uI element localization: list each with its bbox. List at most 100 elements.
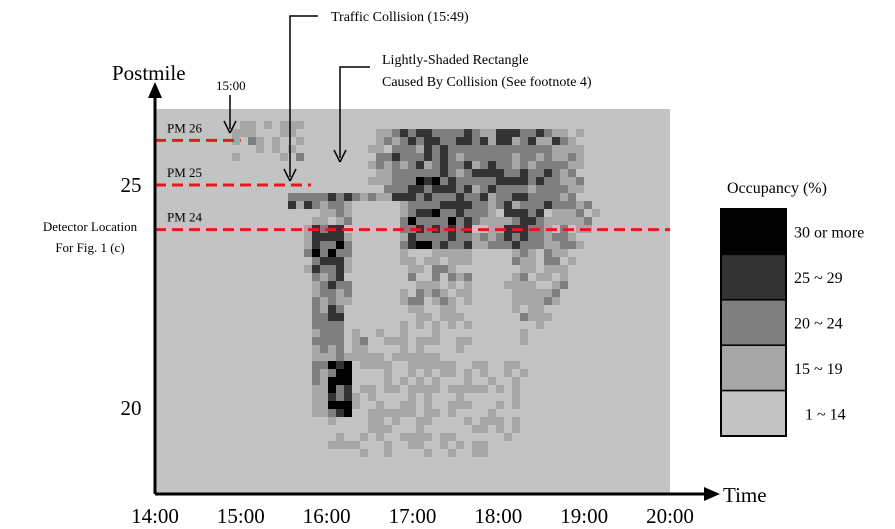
occupancy-cell <box>344 361 352 369</box>
occupancy-cell <box>312 249 320 257</box>
occupancy-cell <box>576 241 584 249</box>
occupancy-cell <box>344 353 352 361</box>
occupancy-cell <box>424 401 432 409</box>
occupancy-cell <box>320 361 328 369</box>
rectangle-annotation-line-2: Caused By Collision (See footnote 4) <box>382 75 592 90</box>
occupancy-cell <box>440 249 448 257</box>
occupancy-cell <box>312 273 320 281</box>
x-tick-label: 17:00 <box>389 504 437 528</box>
occupancy-cell <box>520 169 528 177</box>
occupancy-cell <box>248 121 256 129</box>
occupancy-cell <box>344 401 352 409</box>
occupancy-cell <box>504 281 512 289</box>
occupancy-cell <box>440 265 448 273</box>
occupancy-cell <box>376 401 384 409</box>
occupancy-cell <box>320 305 328 313</box>
occupancy-cell <box>544 265 552 273</box>
occupancy-cell <box>536 209 544 217</box>
occupancy-cell <box>304 233 312 241</box>
occupancy-cell <box>384 177 392 185</box>
occupancy-cell <box>416 353 424 361</box>
occupancy-cell <box>544 313 552 321</box>
occupancy-cell <box>416 337 424 345</box>
occupancy-cell <box>464 177 472 185</box>
occupancy-cell <box>448 313 456 321</box>
occupancy-cell <box>552 209 560 217</box>
occupancy-cell <box>488 129 496 137</box>
occupancy-cell <box>440 153 448 161</box>
occupancy-cell <box>424 129 432 137</box>
occupancy-cell <box>440 209 448 217</box>
occupancy-cell <box>456 161 464 169</box>
occupancy-cell <box>552 289 560 297</box>
occupancy-cell <box>512 145 520 153</box>
occupancy-cell <box>480 145 488 153</box>
occupancy-cell <box>448 257 456 265</box>
occupancy-cell <box>296 137 304 145</box>
occupancy-cell <box>464 337 472 345</box>
occupancy-cell <box>448 305 456 313</box>
occupancy-cell <box>568 257 576 265</box>
occupancy-cell <box>336 249 344 257</box>
occupancy-cell <box>400 257 408 265</box>
occupancy-cell <box>416 313 424 321</box>
occupancy-cell <box>424 361 432 369</box>
occupancy-cell <box>520 273 528 281</box>
occupancy-cell <box>544 217 552 225</box>
occupancy-cell <box>504 161 512 169</box>
occupancy-cell <box>536 289 544 297</box>
occupancy-cell <box>568 169 576 177</box>
occupancy-cell <box>560 153 568 161</box>
occupancy-cell <box>288 193 296 201</box>
occupancy-cell <box>552 281 560 289</box>
occupancy-cell <box>488 225 496 233</box>
occupancy-cell <box>520 257 528 265</box>
occupancy-cell <box>344 289 352 297</box>
occupancy-cell <box>488 145 496 153</box>
occupancy-cell <box>464 217 472 225</box>
occupancy-cell <box>424 233 432 241</box>
occupancy-cell <box>528 241 536 249</box>
occupancy-cell <box>448 185 456 193</box>
occupancy-cell <box>520 201 528 209</box>
occupancy-cell <box>520 241 528 249</box>
occupancy-cell <box>520 281 528 289</box>
occupancy-cell <box>320 393 328 401</box>
occupancy-cell <box>496 233 504 241</box>
occupancy-cell <box>464 401 472 409</box>
occupancy-cell <box>496 145 504 153</box>
occupancy-cell <box>512 305 520 313</box>
occupancy-cell <box>456 145 464 153</box>
occupancy-cell <box>440 241 448 249</box>
occupancy-cell <box>400 345 408 353</box>
occupancy-cell <box>456 401 464 409</box>
occupancy-cell <box>520 225 528 233</box>
occupancy-cell <box>392 185 400 193</box>
occupancy-cell <box>552 169 560 177</box>
occupancy-cell <box>512 297 520 305</box>
occupancy-cell <box>320 281 328 289</box>
occupancy-cell <box>528 201 536 209</box>
occupancy-cell <box>400 169 408 177</box>
occupancy-cell <box>544 185 552 193</box>
occupancy-cell <box>384 129 392 137</box>
occupancy-cell <box>536 273 544 281</box>
occupancy-cell <box>520 177 528 185</box>
occupancy-cell <box>472 441 480 449</box>
occupancy-cell <box>432 385 440 393</box>
occupancy-cell <box>424 393 432 401</box>
occupancy-cell <box>272 137 280 145</box>
occupancy-cell <box>328 345 336 353</box>
occupancy-cell <box>432 289 440 297</box>
occupancy-cell <box>576 177 584 185</box>
occupancy-cell <box>512 153 520 161</box>
occupancy-cell <box>424 281 432 289</box>
occupancy-cell <box>400 201 408 209</box>
occupancy-cell <box>520 249 528 257</box>
occupancy-cell <box>552 201 560 209</box>
occupancy-cell <box>432 169 440 177</box>
occupancy-cell <box>528 153 536 161</box>
legend-frame <box>720 208 787 437</box>
occupancy-cell <box>400 209 408 217</box>
occupancy-cell <box>320 273 328 281</box>
